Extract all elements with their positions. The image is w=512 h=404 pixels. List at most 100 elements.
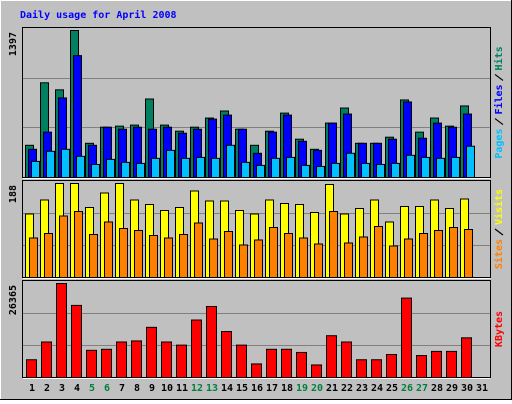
bar bbox=[331, 162, 340, 178]
bar bbox=[106, 158, 115, 178]
bar bbox=[161, 341, 172, 379]
x-tick-label: 18 bbox=[281, 383, 293, 394]
x-tick-label: 29 bbox=[446, 383, 458, 394]
bar bbox=[44, 233, 53, 278]
bar bbox=[271, 157, 280, 179]
x-tick-label: 5 bbox=[89, 383, 95, 394]
legend-separator bbox=[494, 118, 504, 126]
bar bbox=[226, 144, 235, 178]
bar bbox=[461, 337, 472, 378]
y-tick-label: 188 bbox=[8, 185, 19, 203]
bar bbox=[151, 157, 160, 179]
bar bbox=[406, 154, 415, 179]
legend-entry: Hits bbox=[493, 46, 505, 70]
chart-title: Daily usage for April 2008 bbox=[20, 9, 177, 21]
bar bbox=[134, 230, 143, 278]
bar bbox=[116, 341, 127, 379]
bar bbox=[466, 145, 475, 178]
bar bbox=[446, 350, 457, 378]
bar bbox=[464, 229, 473, 278]
plot-area bbox=[22, 280, 491, 378]
bar bbox=[46, 150, 55, 179]
bar bbox=[434, 230, 443, 278]
x-tick-label: 22 bbox=[341, 383, 353, 394]
bar bbox=[224, 231, 233, 278]
bar bbox=[131, 340, 142, 378]
bar bbox=[176, 344, 187, 378]
bar bbox=[194, 222, 203, 278]
bar bbox=[31, 160, 40, 178]
x-tick-label: 25 bbox=[386, 383, 398, 394]
bar bbox=[206, 305, 217, 379]
bar bbox=[361, 162, 370, 178]
bar bbox=[119, 228, 128, 278]
legend: KBytes bbox=[494, 311, 505, 347]
x-tick-label: 8 bbox=[134, 383, 140, 394]
x-tick-label: 24 bbox=[371, 383, 383, 394]
bar bbox=[371, 359, 382, 378]
y-tick-label: 26365 bbox=[8, 285, 19, 315]
bar bbox=[164, 237, 173, 278]
x-tick-label: 15 bbox=[236, 383, 248, 394]
legend-entry: Pages bbox=[494, 129, 505, 159]
bar bbox=[404, 238, 413, 278]
bar bbox=[89, 234, 98, 278]
bar bbox=[299, 237, 308, 278]
x-tick-label: 17 bbox=[266, 383, 278, 394]
x-tick-label: 16 bbox=[251, 383, 263, 394]
legend-entry: Sites bbox=[493, 239, 505, 269]
bar bbox=[74, 211, 83, 278]
bar bbox=[136, 162, 145, 178]
x-tick-label: 9 bbox=[149, 383, 155, 394]
bar bbox=[241, 161, 250, 179]
legend-separator bbox=[494, 228, 504, 236]
bar bbox=[239, 244, 248, 278]
bar bbox=[376, 163, 385, 179]
bar bbox=[284, 233, 293, 278]
x-tick-label: 14 bbox=[221, 383, 233, 394]
bar bbox=[266, 348, 277, 378]
bar bbox=[91, 163, 100, 179]
bar bbox=[196, 156, 205, 178]
x-tick-label: 10 bbox=[161, 383, 173, 394]
bar bbox=[236, 344, 247, 378]
bar bbox=[221, 331, 232, 378]
x-tick-label: 28 bbox=[431, 383, 443, 394]
bar bbox=[314, 243, 323, 278]
x-tick-label: 12 bbox=[191, 383, 203, 394]
bar bbox=[121, 161, 130, 179]
bar bbox=[61, 148, 70, 179]
bar bbox=[329, 211, 338, 278]
bar bbox=[41, 341, 52, 379]
bar bbox=[281, 348, 292, 378]
bar bbox=[26, 359, 37, 378]
bar bbox=[191, 319, 202, 378]
bar bbox=[301, 164, 310, 178]
bar bbox=[359, 236, 368, 278]
legend-entry: Files bbox=[493, 84, 505, 114]
x-tick-label: 26 bbox=[401, 383, 413, 394]
bar bbox=[56, 283, 67, 378]
bar bbox=[86, 349, 97, 378]
x-tick-label: 1 bbox=[29, 383, 35, 394]
bar bbox=[391, 162, 400, 178]
bar bbox=[29, 237, 38, 278]
x-tick-label: 6 bbox=[104, 383, 110, 394]
x-tick-label: 7 bbox=[119, 383, 125, 394]
bar bbox=[181, 157, 190, 179]
bar bbox=[386, 354, 397, 378]
bar bbox=[286, 156, 295, 178]
bar bbox=[104, 221, 113, 278]
bar bbox=[254, 239, 263, 278]
bar bbox=[211, 157, 220, 179]
bar bbox=[416, 355, 427, 379]
x-tick-label: 11 bbox=[176, 383, 188, 394]
x-tick-label: 27 bbox=[416, 383, 428, 394]
x-tick-label: 23 bbox=[356, 383, 368, 394]
bar bbox=[449, 227, 458, 278]
x-tick-label: 19 bbox=[296, 383, 308, 394]
bar bbox=[421, 156, 430, 178]
bar bbox=[341, 341, 352, 379]
legend: Sites Visits bbox=[493, 189, 505, 269]
